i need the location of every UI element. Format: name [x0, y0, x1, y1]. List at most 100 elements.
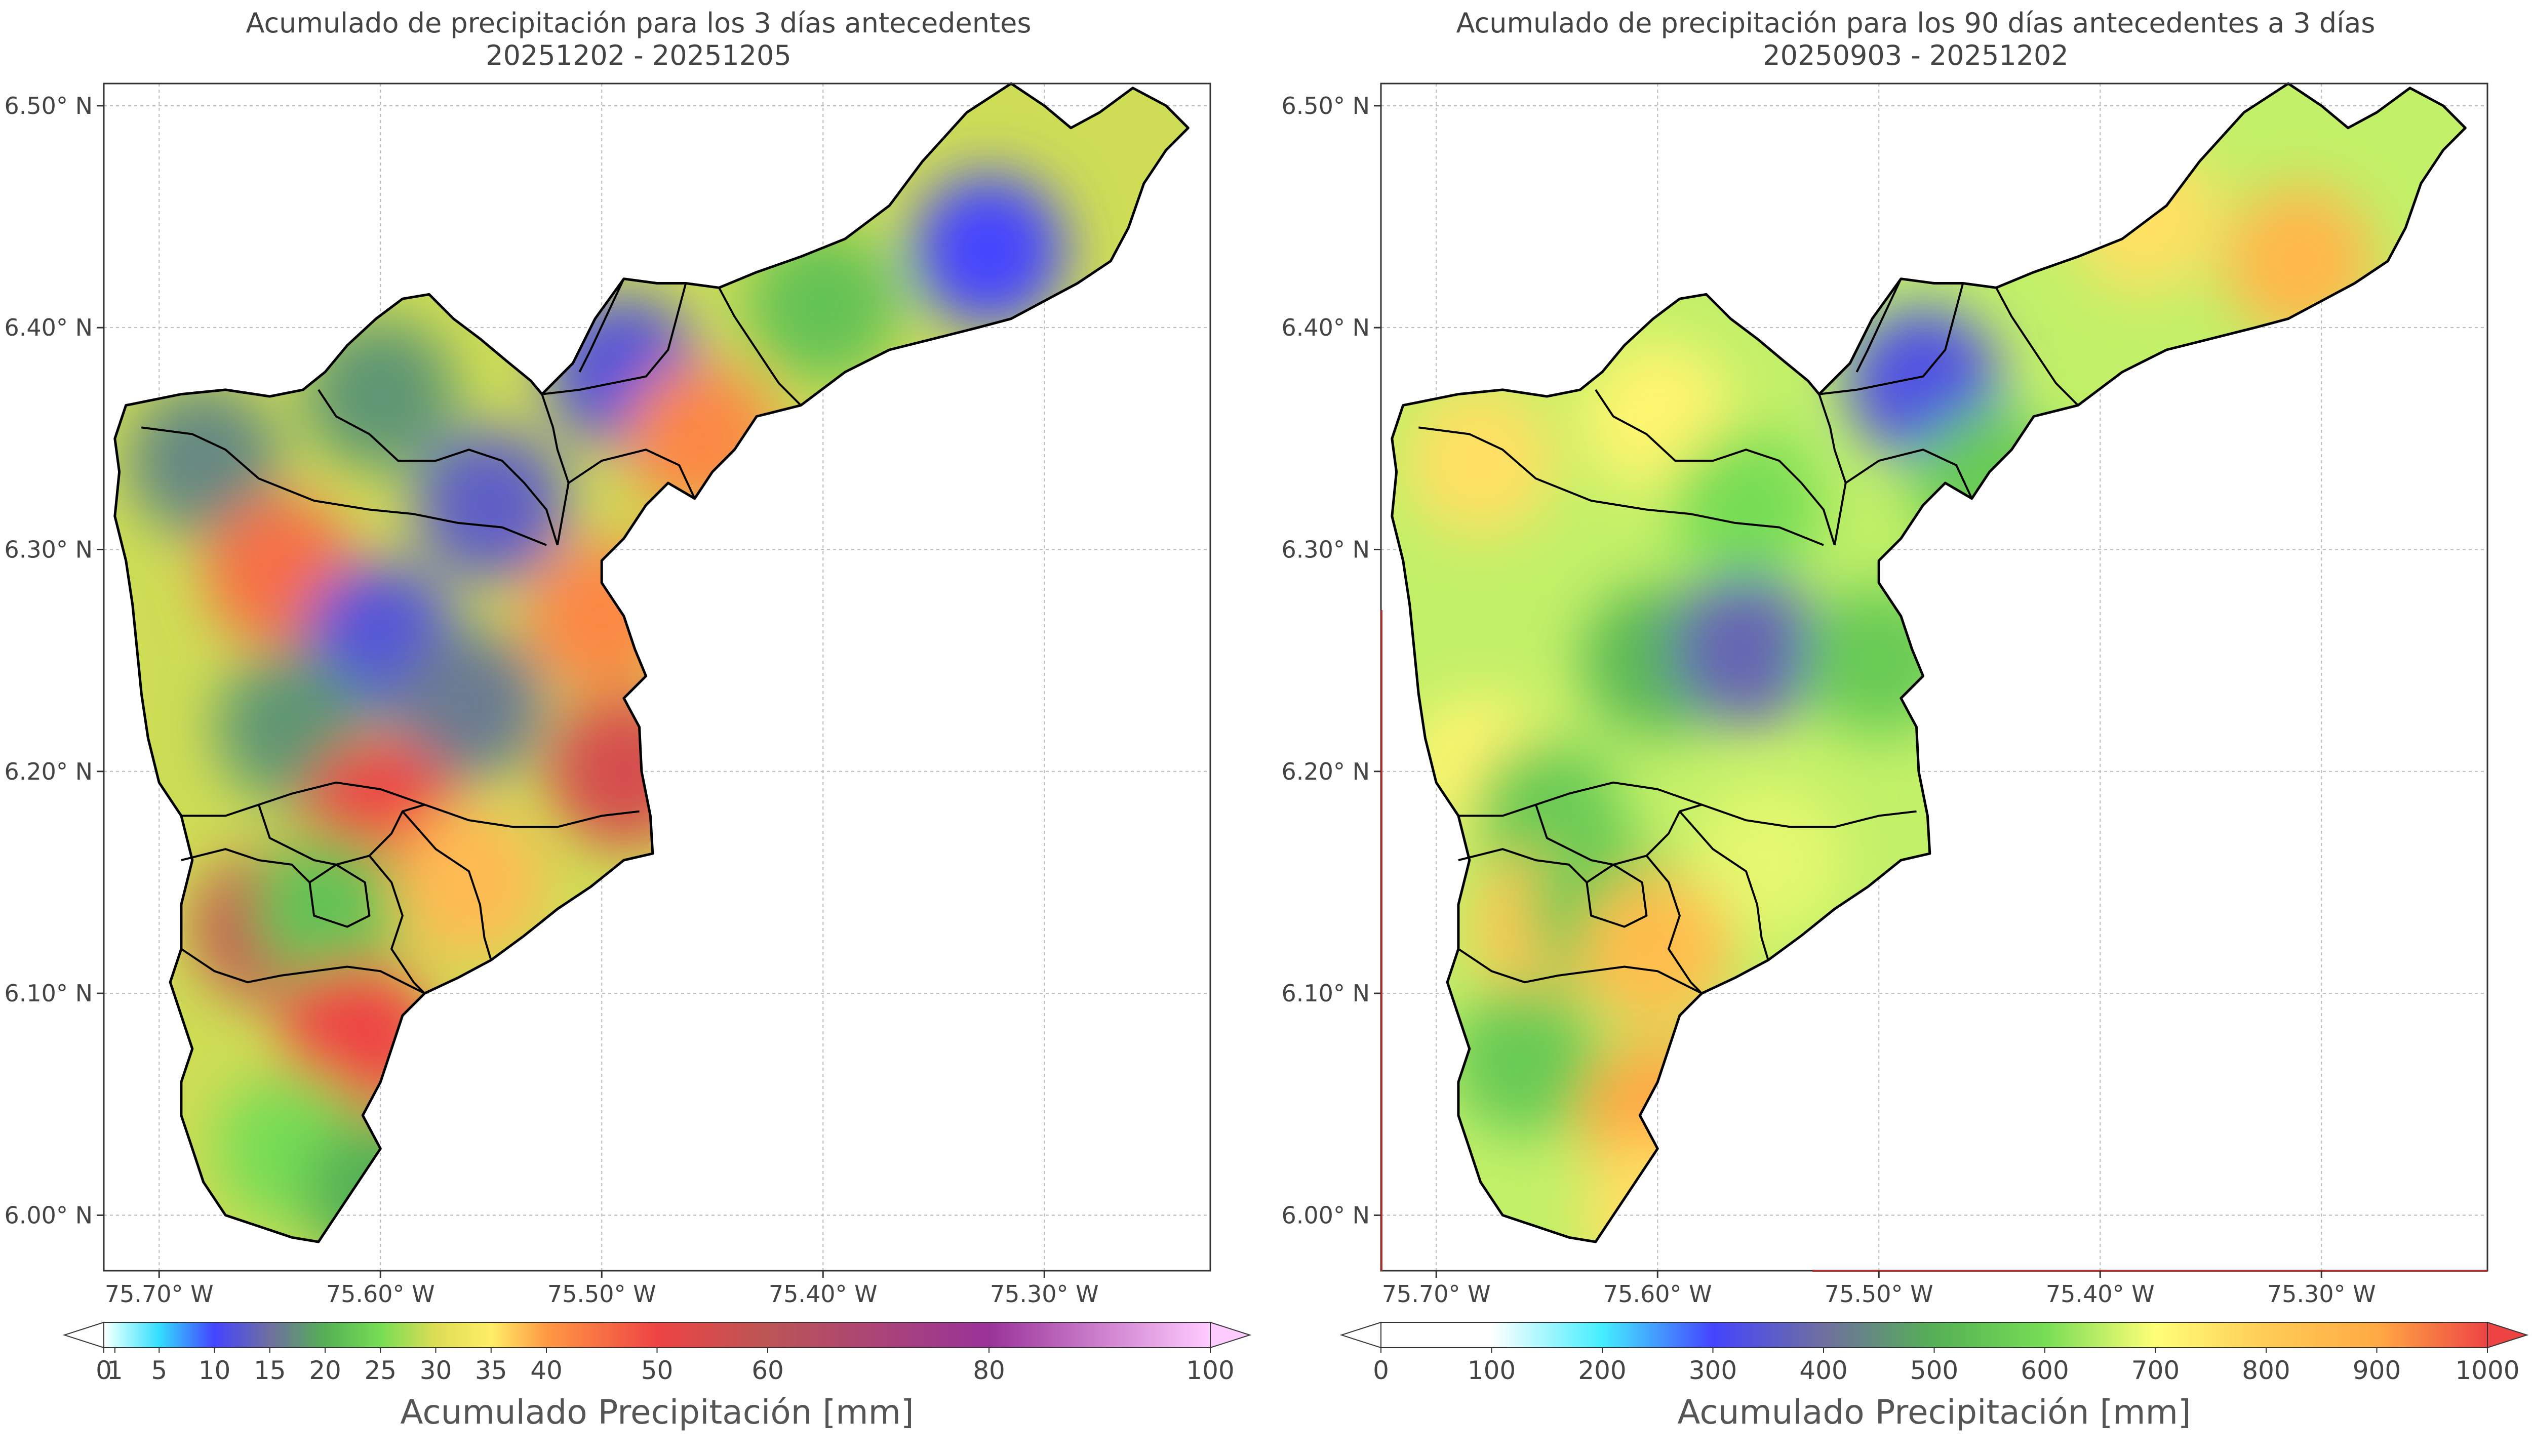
- colorbar-tick-label: 1: [107, 1356, 123, 1385]
- y-tick-label: 6.30° N: [1282, 536, 1370, 563]
- field-cell: [1670, 573, 1823, 725]
- municipal-boundary: [568, 449, 696, 499]
- municipal-boundary: [1855, 278, 1902, 373]
- municipal-boundary: [578, 278, 625, 373]
- x-tick-label: 75.60° W: [326, 1280, 435, 1308]
- y-tick-label: 6.40° N: [5, 314, 93, 341]
- y-tick-label: 6.20° N: [1282, 758, 1370, 785]
- plot-frame: [103, 83, 1211, 1272]
- municipal-boundary: [1458, 848, 1588, 883]
- field-cell: [304, 318, 457, 470]
- right-map-title: Acumulado de precipitación para los 90 d…: [1277, 7, 2532, 72]
- municipal-boundary: [1819, 282, 1964, 395]
- field-cell: [127, 385, 280, 537]
- municipal-boundary: [1458, 781, 1917, 828]
- colorbar-tick-label: 200: [1578, 1356, 1626, 1385]
- municipal-boundary: [141, 426, 547, 546]
- x-tick-label: 75.40° W: [2046, 1280, 2155, 1308]
- colorbar-extend-min: [1339, 1321, 1381, 1349]
- right-map-title-line: Acumulado de precipitación para los 90 d…: [1456, 7, 2376, 39]
- municipal-boundary: [308, 863, 371, 928]
- right-map-subtitle: 20250903 - 20251202: [1763, 39, 2069, 71]
- colorbar-tick-label: 100: [1468, 1356, 1516, 1385]
- field-cell: [1803, 584, 1955, 737]
- colorbar-tick-label: 400: [1799, 1356, 1847, 1385]
- municipal-boundary: [180, 948, 425, 994]
- field-cell: [1449, 984, 1601, 1136]
- y-tick-label: 6.40° N: [1282, 314, 1370, 341]
- colorbar-tick-label: 500: [1910, 1356, 1958, 1385]
- municipal-boundary: [1457, 948, 1703, 994]
- y-tick-label: 6.50° N: [1282, 92, 1370, 119]
- municipal-boundary: [1818, 393, 1847, 546]
- colorbar-tick-label: 30: [420, 1356, 452, 1385]
- colorbar-tick-label: 35: [475, 1356, 507, 1385]
- y-tick-label: 6.10° N: [1282, 980, 1370, 1007]
- colorbar-tick-label: 600: [2021, 1356, 2069, 1385]
- y-tick-label: 6.20° N: [5, 758, 93, 785]
- field-cell: [1404, 385, 1557, 537]
- colorbar-extend-min: [62, 1321, 104, 1349]
- colorbar-tick-label: 0: [1373, 1356, 1389, 1385]
- municipal-boundary: [181, 781, 640, 828]
- left-map-panel: Acumulado de precipitación para los 3 dí…: [0, 7, 1277, 1432]
- x-tick-label: 75.70° W: [1382, 1280, 1491, 1308]
- municipal-boundary: [318, 389, 559, 546]
- colorbar-tick-label: 40: [530, 1356, 563, 1385]
- municipal-boundary: [1679, 811, 1769, 960]
- field-cell: [393, 629, 545, 781]
- colorbar-tick-label: 60: [751, 1356, 784, 1385]
- colorbar-tick-label: 10: [199, 1356, 231, 1385]
- field-cell: [1692, 784, 1844, 937]
- colorbar-extend-max: [2487, 1321, 2529, 1349]
- colorbar-tick-label: 100: [1186, 1356, 1234, 1385]
- right-map-panel: Acumulado de precipitación para los 90 d…: [1277, 0, 2532, 1456]
- field-cell: [913, 174, 1065, 326]
- colorbar-title: Acumulado Precipitación [mm]: [1677, 1393, 2191, 1432]
- field-cell: [1581, 873, 1734, 1025]
- colorbar: [1380, 1322, 2488, 1348]
- x-tick-label: 75.30° W: [2267, 1280, 2376, 1308]
- field-cell: [393, 806, 545, 958]
- x-tick-label: 75.60° W: [1603, 1280, 1712, 1308]
- municipal-boundary: [402, 811, 492, 960]
- field-cell: [251, 833, 404, 985]
- field-cell: [1913, 407, 2066, 559]
- region-boundary: [113, 82, 1190, 1243]
- municipal-boundary: [1845, 449, 1973, 499]
- field-cell: [747, 229, 899, 382]
- y-tick-label: 6.30° N: [5, 536, 93, 563]
- municipal-boundary: [1418, 426, 1824, 546]
- municipal-boundary: [181, 848, 310, 883]
- left-map-subtitle: 20251202 - 20251205: [486, 39, 792, 71]
- x-tick-label: 75.70° W: [105, 1280, 214, 1308]
- y-tick-label: 6.00° N: [1282, 1201, 1370, 1229]
- municipal-boundary: [1586, 863, 1648, 928]
- field-cell: [1670, 429, 1823, 581]
- municipal-boundary: [1645, 855, 1703, 994]
- x-tick-label: 75.50° W: [1825, 1280, 1933, 1308]
- municipal-boundary: [1995, 287, 2079, 407]
- colorbar-tick-label: 20: [309, 1356, 341, 1385]
- colorbar-tick-label: 80: [973, 1356, 1005, 1385]
- left-map-title-line: Acumulado de precipitación para los 3 dí…: [246, 7, 1032, 39]
- left-precipitation-map: 75.70° W 75.60° W 75.50° W 75.40° W 75.30° W…: [5, 82, 1252, 1432]
- municipal-boundary: [718, 287, 802, 407]
- left-map-title: Acumulado de precipitación para los 3 dí…: [0, 7, 1277, 72]
- field-cell: [415, 429, 567, 581]
- colorbar-tick-label: 25: [364, 1356, 397, 1385]
- region-boundary: [1391, 82, 2467, 1243]
- right-precipitation-map: 75.70° W 75.60° W 75.50° W 75.40° W 75.30° W…: [1282, 82, 2529, 1432]
- x-tick-label: 75.40° W: [769, 1280, 878, 1308]
- colorbar-title: Acumulado Precipitación [mm]: [400, 1393, 914, 1432]
- y-tick-label: 6.10° N: [5, 980, 93, 1007]
- colorbar-tick-label: 50: [641, 1356, 674, 1385]
- colorbar: [103, 1322, 1211, 1348]
- precipitation-field: [1392, 84, 2466, 1242]
- x-tick-label: 75.30° W: [990, 1280, 1099, 1308]
- colorbar-tick-label: 0: [96, 1356, 112, 1385]
- field-cell: [625, 362, 777, 515]
- municipal-boundary: [542, 282, 687, 395]
- municipal-boundary: [1595, 389, 1836, 546]
- y-tick-label: 6.50° N: [5, 92, 93, 119]
